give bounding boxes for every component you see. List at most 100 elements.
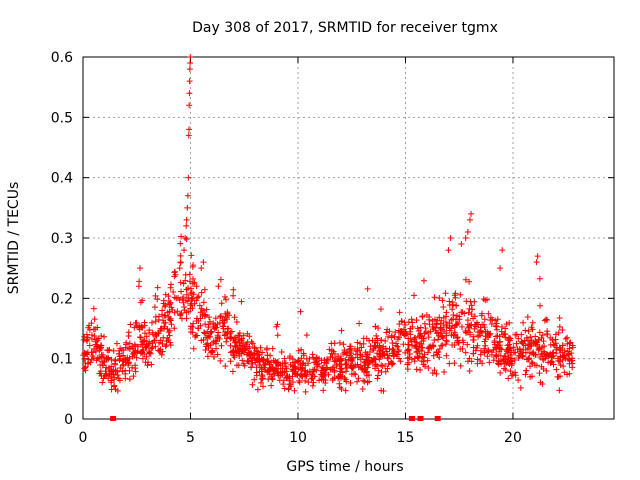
data-point bbox=[481, 345, 488, 352]
data-point bbox=[158, 311, 165, 318]
data-point bbox=[217, 313, 224, 320]
data-point bbox=[396, 355, 403, 362]
y-tick-label: 0.5 bbox=[51, 110, 73, 126]
data-point bbox=[381, 351, 388, 358]
x-tick-label: 20 bbox=[504, 430, 522, 446]
data-point bbox=[227, 330, 234, 337]
data-point bbox=[236, 330, 243, 337]
data-point bbox=[280, 381, 287, 388]
data-point bbox=[550, 353, 557, 360]
data-point bbox=[417, 324, 424, 331]
data-point bbox=[302, 367, 309, 374]
data-point bbox=[413, 339, 420, 346]
data-point bbox=[218, 342, 225, 349]
data-point bbox=[212, 321, 219, 328]
data-point bbox=[268, 364, 275, 371]
data-point bbox=[441, 369, 448, 376]
data-points bbox=[80, 54, 576, 395]
data-point bbox=[455, 320, 462, 327]
data-point bbox=[561, 347, 568, 354]
x-axis-label: GPS time / hours bbox=[286, 459, 403, 475]
data-point bbox=[171, 269, 178, 276]
data-point bbox=[482, 342, 489, 349]
data-point bbox=[83, 331, 90, 338]
data-point bbox=[86, 342, 93, 349]
data-point bbox=[506, 334, 513, 341]
data-point bbox=[320, 387, 327, 394]
data-point bbox=[556, 314, 563, 321]
data-point bbox=[503, 348, 510, 355]
data-point bbox=[210, 353, 217, 360]
data-point bbox=[155, 347, 162, 354]
data-point bbox=[91, 316, 98, 323]
data-point bbox=[529, 360, 536, 367]
data-point bbox=[465, 309, 472, 316]
data-point bbox=[245, 345, 252, 352]
data-point bbox=[449, 306, 456, 313]
data-point bbox=[402, 322, 409, 329]
data-point bbox=[186, 90, 193, 97]
data-point bbox=[278, 348, 285, 355]
data-point bbox=[181, 303, 188, 310]
data-point bbox=[161, 319, 168, 326]
data-point bbox=[176, 265, 183, 272]
data-point bbox=[499, 357, 506, 364]
data-point bbox=[559, 327, 566, 334]
data-point bbox=[182, 235, 189, 241]
data-point bbox=[137, 350, 144, 357]
data-point bbox=[390, 352, 397, 359]
data-point bbox=[88, 349, 95, 356]
data-point bbox=[187, 60, 194, 67]
data-point bbox=[246, 350, 253, 357]
data-point bbox=[235, 346, 242, 353]
data-point bbox=[541, 317, 548, 324]
data-point bbox=[556, 323, 563, 330]
data-point bbox=[216, 335, 223, 342]
data-point bbox=[160, 325, 167, 332]
data-point bbox=[275, 365, 282, 372]
data-point bbox=[336, 380, 343, 387]
data-point bbox=[355, 375, 362, 382]
data-point bbox=[167, 315, 174, 322]
data-point bbox=[204, 353, 211, 360]
data-point bbox=[171, 268, 178, 275]
data-point bbox=[332, 357, 339, 364]
data-point bbox=[183, 286, 190, 293]
data-point bbox=[504, 358, 511, 365]
data-point bbox=[204, 328, 211, 335]
data-point bbox=[263, 357, 270, 364]
data-point bbox=[364, 285, 371, 292]
data-point bbox=[443, 330, 450, 337]
data-point bbox=[178, 288, 185, 295]
data-point bbox=[507, 357, 514, 364]
data-point bbox=[502, 325, 509, 332]
data-point bbox=[151, 304, 158, 311]
data-point bbox=[162, 312, 169, 319]
data-point bbox=[554, 373, 561, 380]
data-point bbox=[287, 353, 294, 360]
data-point bbox=[374, 375, 381, 382]
data-point bbox=[416, 350, 423, 357]
axis-ticks: 0 0.1 0.2 0.3 0.4 0.5 0.6 0 5 10 15 20 bbox=[51, 50, 614, 446]
data-point bbox=[187, 54, 194, 60]
data-point bbox=[394, 343, 401, 350]
data-point bbox=[199, 312, 206, 319]
data-point bbox=[495, 358, 502, 365]
data-point bbox=[370, 347, 377, 354]
data-point bbox=[421, 330, 428, 337]
data-point bbox=[421, 320, 428, 327]
y-axis-label: SRMTID / TECUs bbox=[6, 182, 22, 295]
data-point bbox=[436, 354, 443, 361]
data-point bbox=[486, 359, 493, 366]
data-point bbox=[225, 325, 232, 332]
data-point bbox=[251, 376, 258, 383]
data-point bbox=[506, 345, 513, 352]
data-point bbox=[316, 377, 323, 384]
data-point bbox=[320, 364, 327, 371]
data-point bbox=[449, 342, 456, 349]
data-point bbox=[349, 358, 356, 365]
data-point bbox=[375, 367, 382, 374]
data-point bbox=[258, 376, 265, 383]
data-point bbox=[525, 337, 532, 344]
